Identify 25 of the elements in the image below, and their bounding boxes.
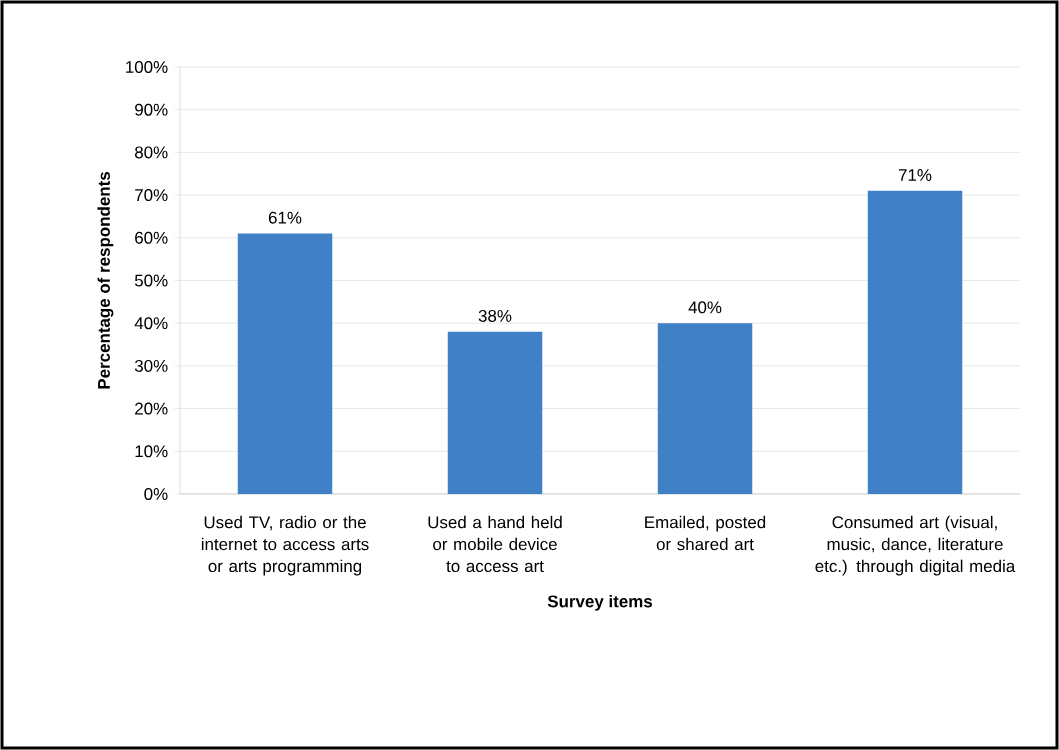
x-axis-title: Survey items (547, 594, 652, 611)
y-tick-label: 80% (135, 146, 168, 159)
data-label: 40% (688, 301, 722, 314)
data-label: 38% (478, 309, 512, 322)
bar (447, 331, 543, 494)
bar (657, 323, 753, 494)
data-label: 71% (898, 169, 932, 181)
y-tick-label: 20% (135, 402, 168, 415)
y-tick-label: 60% (135, 231, 168, 244)
bar (867, 190, 963, 494)
y-tick-label: 10% (135, 445, 168, 458)
y-axis-title: Percentage of respondents (97, 172, 114, 389)
y-tick-label: 100% (126, 60, 168, 73)
x-tick-label: Consumed art (visual, music, dance, literature etc.) through digital media (815, 515, 1016, 576)
y-tick-label: 30% (134, 359, 168, 372)
y-tick-label: 70% (135, 189, 168, 202)
x-tick-label: Used a hand held or mobile device to access art (428, 515, 562, 573)
y-tick-label: 0% (144, 487, 168, 500)
x-tick-label: Used TV, radio or the internet to access arts or arts programming (201, 515, 369, 576)
y-tick-label: 40% (134, 317, 168, 330)
x-tick-label: Emailed, posted or shared art (645, 515, 766, 551)
bar (237, 233, 333, 494)
data-label: 61% (268, 211, 302, 224)
y-tick-label: 50% (134, 274, 168, 287)
y-tick-label: 90% (135, 103, 168, 116)
